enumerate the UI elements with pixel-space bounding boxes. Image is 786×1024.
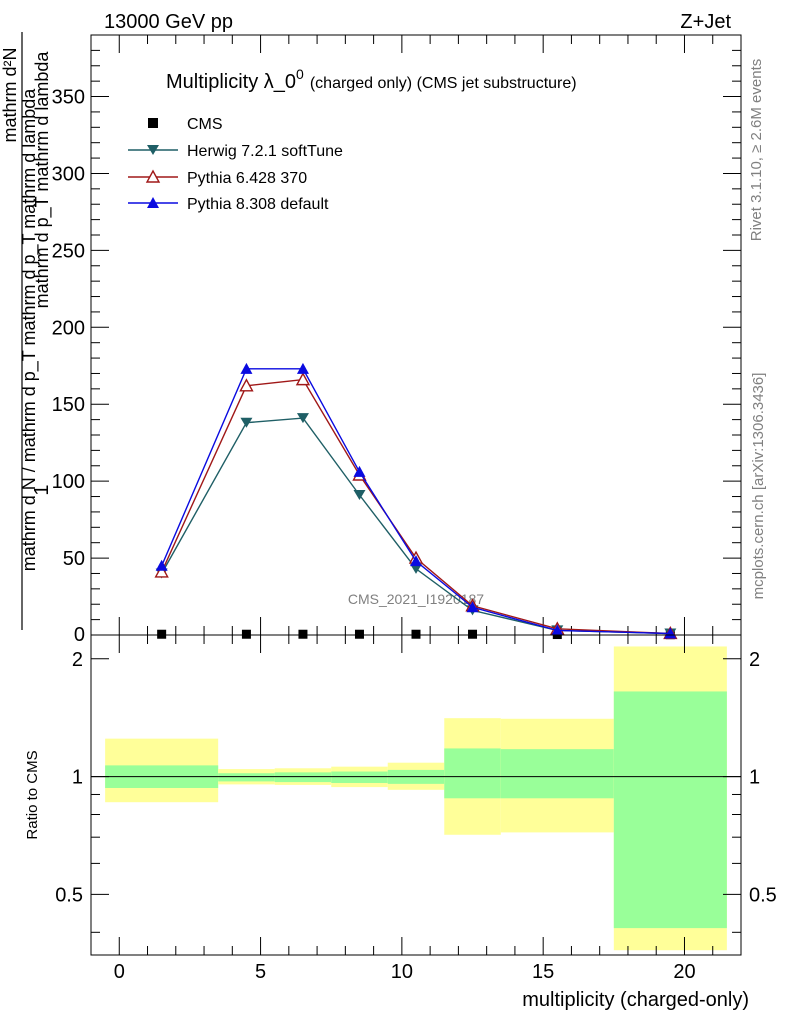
plot-title-main: Multiplicity λ_0 xyxy=(166,71,296,93)
main-axis-ticks xyxy=(90,35,741,635)
ratio-axis-ticks xyxy=(90,635,741,955)
ratio-band-inner xyxy=(274,772,332,783)
ratio-y-tick-label: 1 xyxy=(72,767,83,789)
data-point-pythia-8-308-default xyxy=(664,627,677,639)
legend-pythia8-marker xyxy=(147,197,159,208)
series-layer xyxy=(154,362,678,640)
legend: CMS Herwig 7.2.1 softTune Pythia 6.428 3… xyxy=(128,116,343,213)
main-y-tick-label: 0 xyxy=(74,624,85,646)
data-point-pythia-8-308-default xyxy=(155,559,168,571)
ratio-y-tick-label-right: 2 xyxy=(749,649,760,671)
ratio-y-tick-label: 2 xyxy=(72,649,83,671)
x-axis-label: multiplicity (charged-only) xyxy=(522,989,749,1011)
data-point-cms xyxy=(468,629,478,639)
data-point-cms xyxy=(241,629,251,639)
ratio-y-tick-labels: 0.5 0.5 1 1 2 2 xyxy=(55,649,777,907)
data-point-cms xyxy=(157,629,167,639)
ratio-band-inner xyxy=(500,749,614,799)
data-point-pythia-6-428-370 xyxy=(154,564,169,578)
y-label-one: 1 xyxy=(31,484,53,495)
main-y-tick-label: 250 xyxy=(52,240,85,262)
ratio-y-tick-label-right: 1 xyxy=(749,767,760,789)
ratio-x-tick-labels: 0 5 10 15 20 xyxy=(114,961,696,983)
analysis-watermark: CMS_2021_I1920187 xyxy=(348,591,484,607)
ratio-band-inner xyxy=(218,773,275,782)
data-point-cms xyxy=(298,629,308,639)
data-point-cms xyxy=(411,629,421,639)
main-y-axis-label: 1 mathrm d N / mathrm d p_T mathrm d p_T… xyxy=(0,32,53,630)
data-point-herwig-7-2-1-softtune xyxy=(353,490,366,500)
data-point-herwig-7-2-1-softtune xyxy=(240,417,253,428)
ratio-plot-frame xyxy=(90,634,742,956)
plot-title: Multiplicity λ_00 (charged only) (CMS jet… xyxy=(166,66,577,93)
ratio-y-tick-label-right: 0.5 xyxy=(749,884,777,906)
main-y-tick-labels: 50 100 150 200 250 300 350 0 xyxy=(52,87,85,646)
ratio-band-inner xyxy=(331,771,388,783)
ratio-y-tick-label: 0.5 xyxy=(55,884,83,906)
main-y-tick-label: 350 xyxy=(52,87,85,109)
mcplots-reference: mcplots.cern.ch [arXiv:1306.3436] xyxy=(750,373,767,600)
main-y-tick-label: 50 xyxy=(63,548,85,570)
data-point-cms xyxy=(354,629,364,639)
legend-cms-marker xyxy=(148,118,158,128)
data-point-pythia-6-428-370 xyxy=(239,378,254,392)
data-point-pythia-8-308-default xyxy=(551,624,564,636)
ratio-band-inner xyxy=(444,748,501,799)
plot-title-suffix: (charged only) (CMS jet substructure) xyxy=(310,75,577,92)
ratio-x-tick-label: 10 xyxy=(391,961,413,983)
data-point-pythia-8-308-default xyxy=(296,362,309,374)
data-point-herwig-7-2-1-softtune xyxy=(296,413,309,424)
ratio-bands xyxy=(105,646,727,951)
legend-herwig-marker xyxy=(147,145,159,155)
header-process: Z+Jet xyxy=(680,11,731,33)
ratio-x-tick-label: 5 xyxy=(255,961,266,983)
series-line-pythia-8-308-default xyxy=(161,368,671,635)
ratio-band-inner xyxy=(613,691,727,929)
legend-cms-label: CMS xyxy=(187,116,223,133)
header-energy: 13000 GeV pp xyxy=(104,11,233,33)
legend-herwig-label: Herwig 7.2.1 softTune xyxy=(187,143,343,160)
data-point-pythia-8-308-default xyxy=(353,465,366,477)
y-label-deriv-den: mathrm d p_T mathrm d lambda xyxy=(32,51,53,309)
legend-pythia6-marker xyxy=(145,169,161,183)
data-point-pythia-8-308-default xyxy=(466,601,479,613)
ratio-x-tick-label: 20 xyxy=(673,961,695,983)
y-label-denominator: mathrm d N / mathrm d p_T mathrm d p_T m… xyxy=(19,88,40,571)
data-point-herwig-7-2-1-softtune xyxy=(410,563,422,574)
data-point-pythia-8-308-default xyxy=(410,555,422,567)
plot-title-sup: 0 xyxy=(296,66,304,82)
main-y-tick-label: 100 xyxy=(52,471,85,493)
main-y-tick-label: 300 xyxy=(52,163,85,185)
main-y-tick-label: 150 xyxy=(52,394,85,416)
data-point-pythia-8-308-default xyxy=(240,362,253,374)
data-point-pythia-6-428-370 xyxy=(295,372,311,386)
ratio-x-tick-label: 15 xyxy=(532,961,554,983)
legend-pythia6-label: Pythia 6.428 370 xyxy=(187,170,307,187)
ratio-x-tick-label: 0 xyxy=(114,961,125,983)
ratio-y-axis-label: Ratio to CMS xyxy=(24,750,41,839)
main-y-tick-label: 200 xyxy=(52,317,85,339)
rivet-version: Rivet 3.1.10, ≥ 2.6M events xyxy=(748,59,765,242)
legend-pythia8-label: Pythia 8.308 default xyxy=(187,196,329,213)
y-label-deriv-num: mathrm d²N xyxy=(0,47,20,142)
